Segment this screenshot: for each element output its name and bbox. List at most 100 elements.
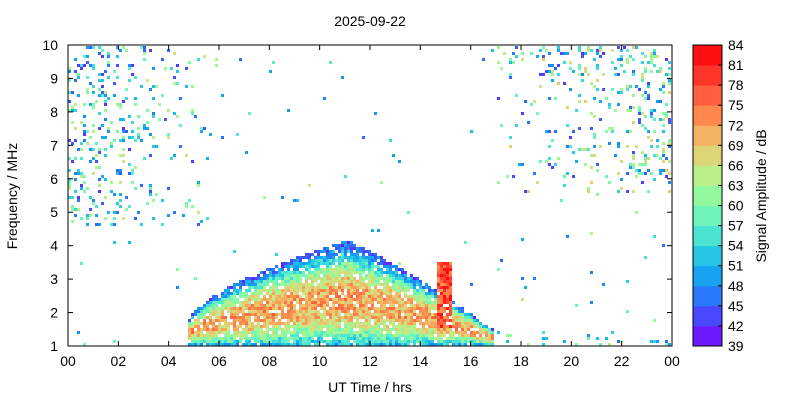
spectrogram-cell (359, 325, 362, 328)
spectrogram-cell (296, 298, 299, 301)
spectrogram-cell (620, 160, 623, 163)
spectrogram-cell (71, 106, 74, 109)
spectrogram-cell (344, 322, 347, 325)
spectrogram-cell (647, 169, 650, 172)
spectrogram-cell (473, 325, 476, 328)
spectrogram-cell (122, 100, 125, 103)
spectrogram-cell (293, 328, 296, 331)
spectrogram-cell (233, 301, 236, 304)
spectrogram-cell (341, 268, 344, 271)
spectrogram-cell (440, 322, 443, 325)
spectrogram-cell (275, 313, 278, 316)
spectrogram-cell (455, 307, 458, 310)
spectrogram-cell (590, 112, 593, 115)
spectrogram-cell (443, 319, 446, 322)
spectrogram-cell (287, 331, 290, 334)
spectrogram-cell (98, 73, 101, 76)
spectrogram-cell (245, 304, 248, 307)
spectrogram-cell (359, 316, 362, 319)
spectrogram-cell (413, 343, 416, 346)
spectrogram-cell (398, 289, 401, 292)
spectrogram-cell (104, 109, 107, 112)
spectrogram-cell (356, 310, 359, 313)
spectrogram-cell (449, 340, 452, 343)
spectrogram-cell (152, 112, 155, 115)
spectrogram-cell (212, 340, 215, 343)
spectrogram-cell (113, 193, 116, 196)
spectrogram-cell (449, 301, 452, 304)
spectrogram-cell (401, 286, 404, 289)
spectrogram-cell (374, 310, 377, 313)
spectrogram-cell (410, 334, 413, 337)
spectrogram-cell (362, 301, 365, 304)
spectrogram-cell (107, 52, 110, 55)
spectrogram-cell (449, 331, 452, 334)
spectrogram-cell (479, 340, 482, 343)
spectrogram-cell (482, 343, 485, 346)
spectrogram-cell (662, 148, 665, 151)
spectrogram-cell (398, 160, 401, 163)
spectrogram-cell (413, 289, 416, 292)
spectrogram-cell (392, 154, 395, 157)
spectrogram-cell (380, 256, 383, 259)
spectrogram-cell (368, 295, 371, 298)
spectrogram-cell (497, 97, 500, 100)
spectrogram-cell (287, 283, 290, 286)
spectrogram-cell (275, 322, 278, 325)
spectrogram-cell (386, 337, 389, 340)
spectrogram-cell (284, 337, 287, 340)
spectrogram-cell (197, 328, 200, 331)
spectrogram-cell (140, 223, 143, 226)
spectrogram-cell (116, 46, 119, 49)
spectrogram-cell (239, 322, 242, 325)
spectrogram-cell (338, 310, 341, 313)
spectrogram-cell (284, 313, 287, 316)
spectrogram-cell (326, 292, 329, 295)
spectrogram-cell (395, 298, 398, 301)
spectrogram-cell (275, 325, 278, 328)
spectrogram-cell (191, 205, 194, 208)
spectrogram-cell (308, 265, 311, 268)
spectrogram-cell (215, 340, 218, 343)
spectrogram-cell (398, 319, 401, 322)
spectrogram-cell (215, 298, 218, 301)
spectrogram-cell (593, 97, 596, 100)
spectrogram-cell (500, 259, 503, 262)
spectrogram-cell (542, 58, 545, 61)
spectrogram-cell (389, 292, 392, 295)
spectrogram-cell (404, 304, 407, 307)
spectrogram-cell (215, 331, 218, 334)
spectrogram-cell (536, 55, 539, 58)
spectrogram-cell (437, 340, 440, 343)
spectrogram-cell (395, 295, 398, 298)
spectrogram-cell (461, 319, 464, 322)
spectrogram-cell (224, 322, 227, 325)
spectrogram-cell (311, 337, 314, 340)
spectrogram-cell (383, 277, 386, 280)
spectrogram-cell (272, 343, 275, 346)
spectrogram-cell (386, 307, 389, 310)
spectrogram-cell (356, 301, 359, 304)
spectrogram-cell (308, 322, 311, 325)
spectrogram-cell (359, 265, 362, 268)
spectrogram-cell (254, 283, 257, 286)
spectrogram-cell (299, 256, 302, 259)
spectrogram-cell (287, 325, 290, 328)
spectrogram-cell (212, 301, 215, 304)
spectrogram-cell (296, 328, 299, 331)
spectrogram-cell (443, 274, 446, 277)
spectrogram-cell (440, 334, 443, 337)
spectrogram-cell (245, 295, 248, 298)
spectrogram-cell (341, 292, 344, 295)
spectrogram-cell (650, 58, 653, 61)
spectrogram-cell (356, 331, 359, 334)
spectrogram-cell (248, 337, 251, 340)
spectrogram-cell (563, 175, 566, 178)
spectrogram-cell (431, 307, 434, 310)
spectrogram-cell (578, 148, 581, 151)
spectrogram-cell (470, 340, 473, 343)
spectrogram-cell (548, 130, 551, 133)
spectrogram-cell (350, 316, 353, 319)
spectrogram-cell (227, 304, 230, 307)
